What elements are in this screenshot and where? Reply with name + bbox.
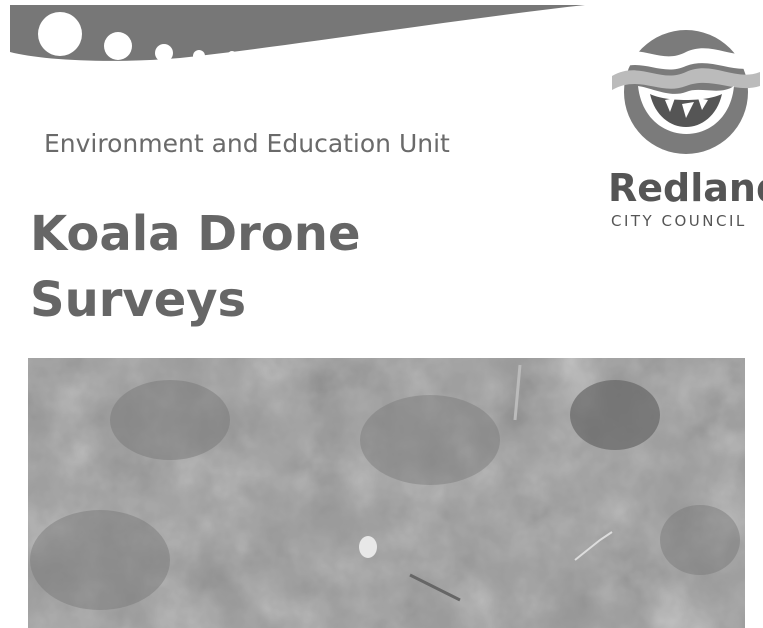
header-dots <box>38 12 236 62</box>
title-line: Surveys <box>30 272 246 328</box>
header-swoosh <box>10 5 585 61</box>
title-line: Koala Drone <box>30 206 361 262</box>
aerial-photo <box>28 358 745 628</box>
logo-subtitle: CITY COUNCIL <box>611 212 747 230</box>
logo-emblem <box>612 30 760 154</box>
logo-name: Redland <box>608 166 763 210</box>
unit-name: Environment and Education Unit <box>44 129 450 158</box>
